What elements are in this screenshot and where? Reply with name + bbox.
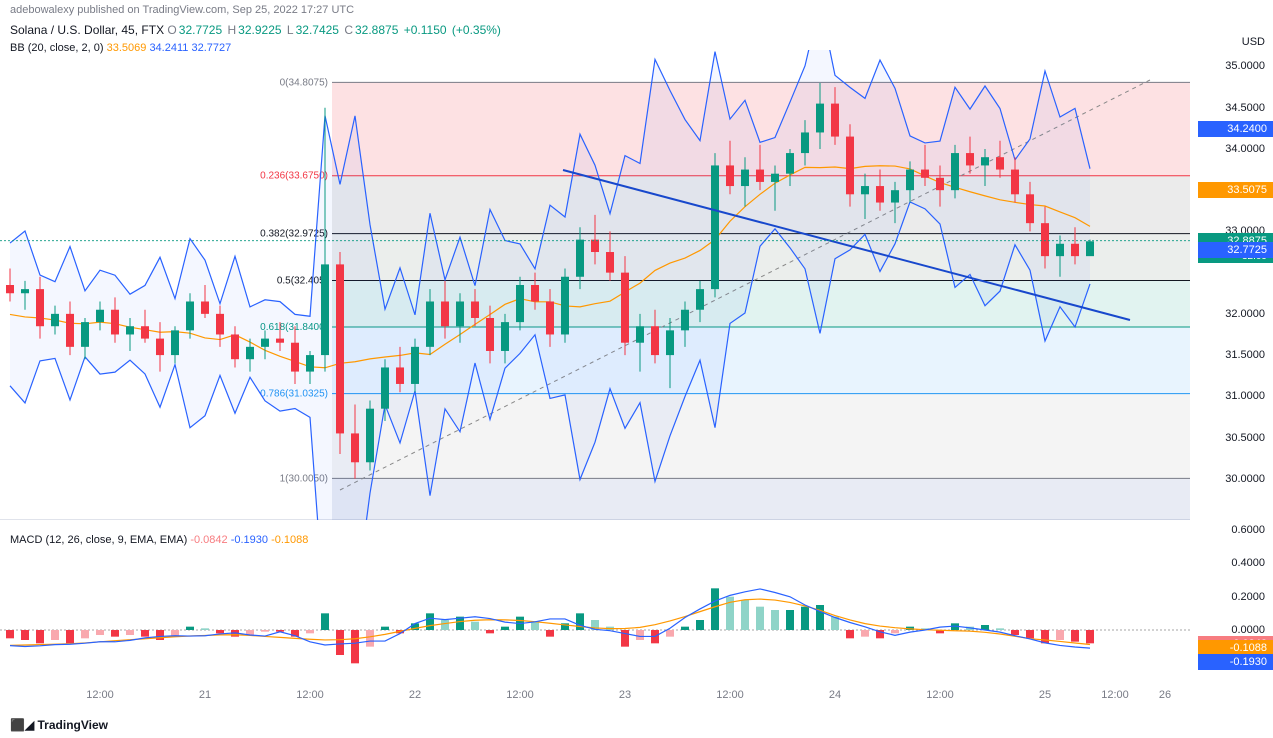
price-tag: 34.2400 — [1198, 121, 1273, 137]
x-tick: 12:00 — [926, 689, 954, 701]
price-tag: 32.7725 — [1198, 242, 1273, 258]
macd-panel[interactable]: MACD (12, 26, close, 9, EMA, EMA) -0.084… — [0, 530, 1190, 680]
y-tick: 30.0000 — [1225, 473, 1265, 485]
publish-header: adebowalexy published on TradingView.com… — [0, 0, 1273, 20]
x-tick: 25 — [1039, 689, 1051, 701]
x-tick: 12:00 — [716, 689, 744, 701]
x-tick: 12:00 — [86, 689, 114, 701]
macd-tick: 0.2000 — [1231, 591, 1265, 603]
macd-tick: 0.0000 — [1231, 624, 1265, 636]
x-tick: 22 — [409, 689, 421, 701]
x-tick: 24 — [829, 689, 841, 701]
y-tick: 31.0000 — [1225, 390, 1265, 402]
price-tag: 33.5075 — [1198, 182, 1273, 198]
x-tick: 23 — [619, 689, 631, 701]
svg-text:0.236(33.6750): 0.236(33.6750) — [260, 171, 328, 182]
low-val: 32.7425 — [296, 23, 339, 37]
y-tick: 32.0000 — [1225, 308, 1265, 320]
x-tick: 21 — [199, 689, 211, 701]
symbol-pair: Solana / U.S. Dollar, 45, FTX — [10, 23, 164, 37]
x-tick: 12:00 — [1101, 689, 1129, 701]
logo-icon: ⬛◢ — [10, 718, 38, 732]
macd-tag: -0.1930 — [1198, 654, 1273, 670]
change-pct: (+0.35%) — [452, 23, 501, 37]
svg-text:0(34.8075): 0(34.8075) — [280, 77, 328, 88]
y-tick: 34.5000 — [1225, 102, 1265, 114]
macd-axis[interactable]: 0.60000.40000.20000.0000 -0.0842-0.1088-… — [1190, 530, 1273, 680]
price-axis[interactable]: USD 35.000034.500034.000033.000032.00003… — [1190, 50, 1273, 520]
time-axis[interactable]: 12:00 21 12:00 22 12:00 23 12:00 24 12:00 25 12:00… — [0, 685, 1190, 710]
change-val: +0.1150 — [404, 23, 447, 37]
high-val: 32.9225 — [238, 23, 281, 37]
main-chart[interactable]: 0(34.8075)0.236(33.6750)0.382(32.9725)0.… — [0, 50, 1190, 520]
symbol-row: Solana / U.S. Dollar, 45, FTX O32.7725 H… — [0, 20, 1273, 40]
ohlc: O32.7725 H32.9225 L32.7425 C32.8875 +0.1… — [167, 23, 503, 37]
y-tick: 34.0000 — [1225, 143, 1265, 155]
macd-tick: 0.6000 — [1231, 524, 1265, 536]
x-tick: 26 — [1159, 689, 1171, 701]
open-val: 32.7725 — [179, 23, 222, 37]
x-tick: 12:00 — [506, 689, 534, 701]
y-tick: 35.0000 — [1225, 60, 1265, 72]
y-axis-label: USD — [1242, 36, 1265, 48]
macd-tick: 0.4000 — [1231, 557, 1265, 569]
close-val: 32.8875 — [355, 23, 398, 37]
x-tick: 12:00 — [296, 689, 324, 701]
y-tick: 30.5000 — [1225, 432, 1265, 444]
y-tick: 31.5000 — [1225, 349, 1265, 361]
tradingview-logo: ⬛◢ TradingView — [10, 718, 108, 732]
